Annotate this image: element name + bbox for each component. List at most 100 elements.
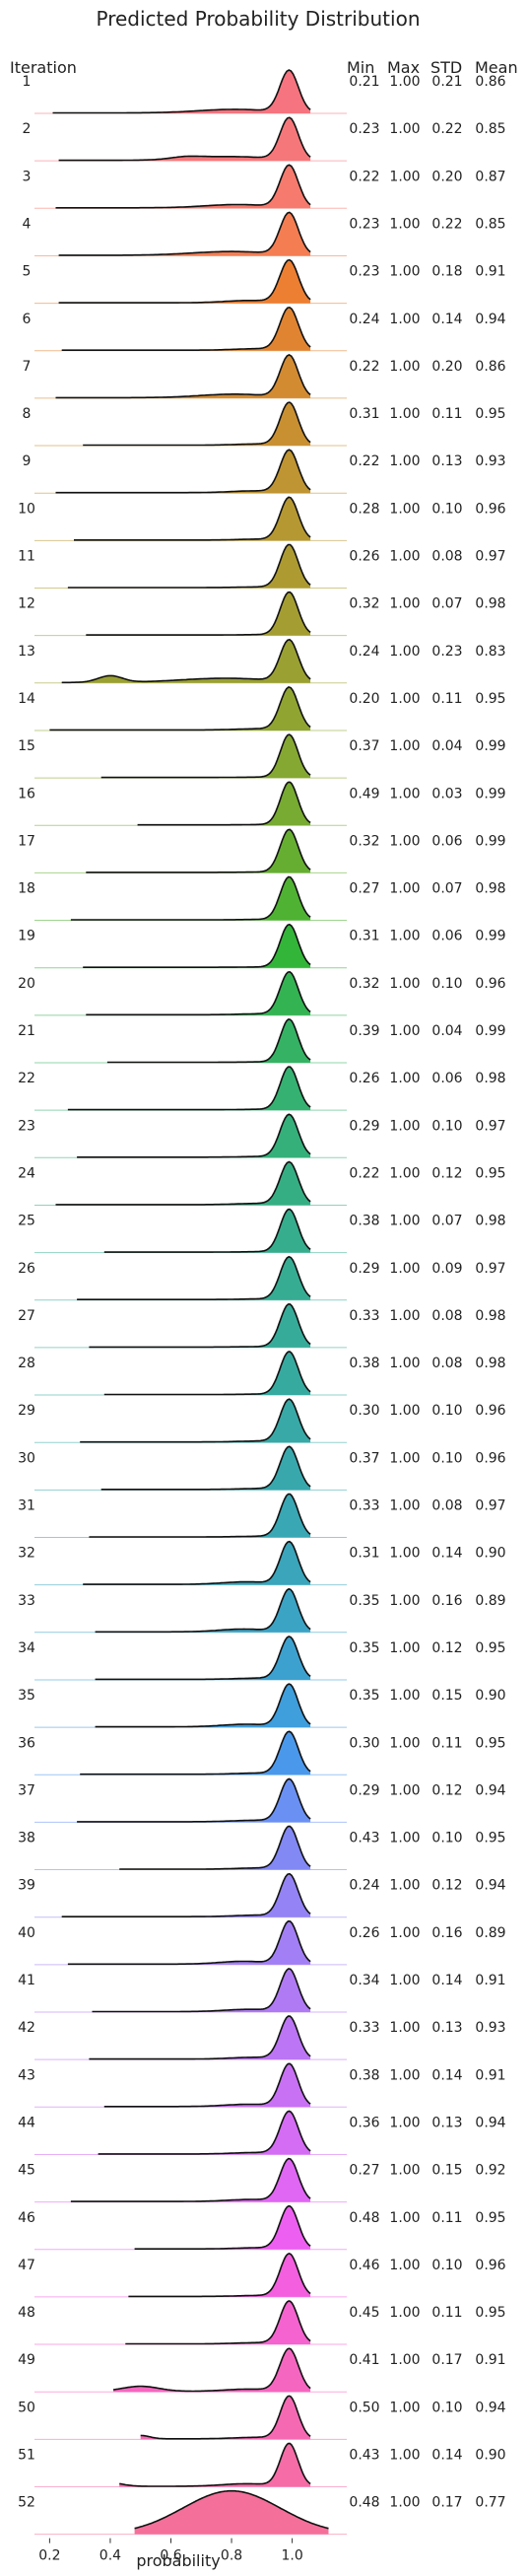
min-value: 0.23 (349, 264, 379, 280)
max-value: 1.00 (389, 406, 420, 422)
iteration-label: 47 (18, 2258, 35, 2273)
min-value: 0.22 (349, 1165, 379, 1181)
ridge-fill (70, 876, 311, 921)
ridge-outline (70, 875, 311, 921)
ridge-fill (103, 2063, 311, 2108)
min-value: 0.37 (349, 738, 379, 754)
mean-value: 0.97 (475, 1261, 505, 1277)
ridge-fill (58, 117, 311, 162)
max-value: 1.00 (389, 359, 420, 375)
std-value: 0.14 (431, 312, 462, 327)
std-value: 0.09 (431, 1261, 462, 1277)
iteration-label: 29 (18, 1403, 35, 1419)
ridge-row: 2 0.23 1.00 0.22 0.85 (23, 116, 506, 162)
min-value: 0.38 (349, 1356, 379, 1371)
ridge-outline (125, 2300, 311, 2345)
max-value: 1.00 (389, 1023, 420, 1039)
iteration-label: 17 (18, 833, 35, 849)
mean-value: 0.95 (475, 691, 505, 707)
mean-value: 0.90 (475, 1688, 505, 1704)
std-value: 0.10 (431, 1450, 462, 1466)
mean-value: 0.90 (475, 2448, 505, 2464)
mean-value: 0.85 (475, 216, 505, 232)
ridge-fill (92, 1969, 311, 2012)
max-value: 1.00 (389, 738, 420, 754)
ridge-fill (61, 307, 311, 351)
iteration-label: 26 (18, 1261, 35, 1277)
min-value: 0.21 (349, 74, 379, 90)
std-value: 0.21 (431, 74, 462, 90)
min-value: 0.32 (349, 976, 379, 992)
std-value: 0.10 (431, 1403, 462, 1419)
ridge-outline (119, 1825, 311, 1870)
std-value: 0.22 (431, 216, 462, 232)
iteration-label: 27 (18, 1308, 35, 1324)
x-tick-label: 1.0 (281, 2548, 302, 2564)
std-value: 0.20 (431, 359, 462, 375)
iteration-label: 38 (18, 1831, 35, 1846)
std-value: 0.11 (431, 2210, 462, 2226)
min-value: 0.27 (349, 881, 379, 897)
std-value: 0.10 (431, 1118, 462, 1134)
iteration-label: 33 (18, 1593, 35, 1609)
ridge-row: 27 0.33 1.00 0.08 0.98 (18, 1303, 506, 1349)
std-value: 0.03 (431, 786, 462, 801)
ridge-row: 29 0.30 1.00 0.10 0.96 (18, 1398, 506, 1443)
mean-value: 0.94 (475, 2115, 505, 2130)
min-value: 0.31 (349, 929, 379, 944)
mean-value: 0.91 (475, 2352, 505, 2368)
mean-value: 0.90 (475, 1546, 505, 1562)
ridge-fill (80, 1731, 311, 1775)
iteration-label: 6 (23, 312, 32, 327)
ridge-outline (61, 638, 311, 684)
ridge-fill (119, 2443, 311, 2487)
mean-value: 0.98 (475, 1308, 505, 1324)
ridge-fill (103, 1209, 311, 1253)
std-value: 0.10 (431, 2400, 462, 2415)
iteration-label: 20 (18, 976, 35, 992)
ridge-outline (86, 828, 311, 873)
ridge-fill (134, 2490, 329, 2535)
mean-value: 0.97 (475, 549, 505, 565)
min-value: 0.48 (349, 2495, 379, 2511)
std-value: 0.06 (431, 1071, 462, 1086)
ridge-outline (92, 1968, 311, 2013)
max-value: 1.00 (389, 264, 420, 280)
ridge-fill (77, 1114, 311, 1158)
iteration-label: 12 (18, 596, 35, 612)
iteration-label: 31 (18, 1498, 35, 1514)
ridge-fill (55, 165, 311, 209)
min-value: 0.30 (349, 1403, 379, 1419)
mean-value: 0.85 (475, 121, 505, 137)
ridge-row: 25 0.38 1.00 0.07 0.98 (18, 1208, 506, 1254)
iteration-label: 10 (18, 501, 35, 517)
max-value: 1.00 (389, 2495, 420, 2511)
min-value: 0.43 (349, 1831, 379, 1846)
mean-value: 0.98 (475, 881, 505, 897)
ridge-row: 13 0.24 1.00 0.23 0.83 (18, 638, 506, 684)
mean-value: 0.99 (475, 833, 505, 849)
ridge-fill (95, 1636, 311, 1680)
max-value: 1.00 (389, 976, 420, 992)
iteration-label: 45 (18, 2163, 35, 2179)
ridge-row: 14 0.20 1.00 0.11 0.95 (18, 685, 506, 731)
max-value: 1.00 (389, 2115, 420, 2130)
ridge-row: 44 0.36 1.00 0.13 0.94 (18, 2110, 506, 2155)
ridge-fill (86, 829, 311, 873)
std-value: 0.08 (431, 549, 462, 565)
std-value: 0.11 (431, 2305, 462, 2321)
mean-value: 0.89 (475, 1593, 505, 1609)
min-value: 0.26 (349, 1925, 379, 1941)
std-value: 0.12 (431, 1782, 462, 1798)
ridge-row: 26 0.29 1.00 0.09 0.97 (18, 1255, 506, 1301)
ridge-row: 21 0.39 1.00 0.04 0.99 (18, 1018, 506, 1064)
ridge-row: 41 0.34 1.00 0.14 0.91 (18, 1968, 506, 2013)
iteration-label: 3 (23, 169, 32, 184)
ridge-outline (89, 2015, 311, 2060)
ridge-outline (61, 1872, 311, 1917)
mean-value: 0.96 (475, 1450, 505, 1466)
ridge-outline (67, 1066, 311, 1111)
std-value: 0.12 (431, 1640, 462, 1656)
iteration-label: 43 (18, 2067, 35, 2083)
ridge-row: 20 0.32 1.00 0.10 0.96 (18, 970, 506, 1016)
